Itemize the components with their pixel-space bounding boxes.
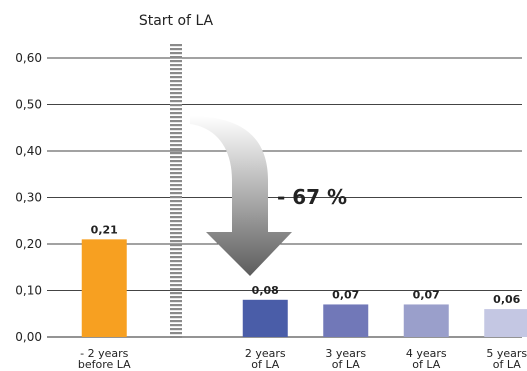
y-axis: 0,00 0,10 0,20 0,30 0,40 0,50 0,60 (15, 51, 42, 344)
x-tick-label: - 2 years (80, 347, 129, 360)
start-marker: Start of LA (139, 13, 214, 338)
data-label: 0,06 (493, 293, 520, 306)
data-labels: 0,21 0,08 0,07 0,07 0,06 (91, 223, 521, 306)
decrease-arrow: - 67 % (190, 116, 347, 276)
x-tick-label: of LA (412, 358, 440, 371)
x-tick-label: 3 years (325, 347, 366, 360)
y-tick-label: 0,50 (15, 98, 42, 112)
y-tick-label: 0,30 (15, 191, 42, 205)
data-label: 0,07 (332, 288, 359, 301)
decrease-percent-label: - 67 % (277, 185, 347, 209)
y-tick-label: 0,40 (15, 144, 42, 158)
bars (81, 239, 527, 337)
y-tick-label: 0,20 (15, 237, 42, 251)
x-tick-label: of LA (493, 358, 521, 371)
x-tick-label: 2 years (245, 347, 286, 360)
start-marker-bar (170, 44, 182, 338)
bar (242, 299, 288, 337)
bar (81, 239, 127, 337)
bar (323, 304, 369, 337)
data-label: 0,08 (252, 284, 279, 297)
y-tick-label: 0,00 (15, 330, 42, 344)
start-marker-label: Start of LA (139, 13, 214, 29)
decrease-arrow-shape (190, 116, 292, 276)
data-label: 0,07 (413, 288, 440, 301)
bar (403, 304, 449, 337)
bar (484, 309, 527, 337)
y-tick-label: 0,10 (15, 284, 42, 298)
x-tick-label: 4 years (406, 347, 447, 360)
x-tick-label: 5 years (486, 347, 527, 360)
data-label: 0,21 (91, 223, 118, 236)
x-tick-label: before LA (78, 358, 131, 371)
y-tick-label: 0,60 (15, 51, 42, 65)
x-tick-label: of LA (332, 358, 360, 371)
x-tick-label: of LA (251, 358, 279, 371)
